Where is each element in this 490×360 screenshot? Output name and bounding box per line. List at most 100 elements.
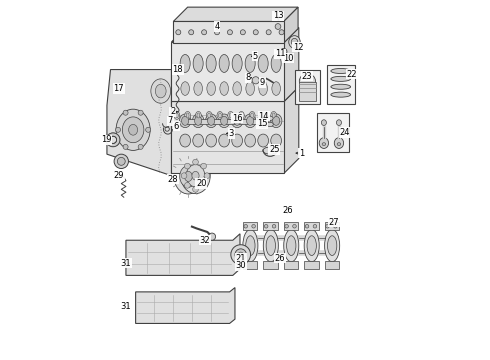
Ellipse shape [232, 134, 243, 147]
Ellipse shape [219, 134, 229, 147]
Text: 27: 27 [329, 218, 339, 227]
Ellipse shape [287, 236, 296, 256]
Ellipse shape [331, 68, 351, 73]
Ellipse shape [280, 48, 287, 55]
Polygon shape [107, 69, 172, 176]
Text: 31: 31 [121, 259, 131, 268]
Text: 29: 29 [114, 171, 124, 180]
Ellipse shape [331, 84, 351, 89]
Text: 1: 1 [299, 149, 304, 158]
Ellipse shape [271, 54, 281, 72]
Circle shape [181, 173, 187, 179]
Ellipse shape [262, 113, 265, 118]
Ellipse shape [205, 114, 217, 128]
Ellipse shape [180, 134, 191, 147]
Text: 30: 30 [235, 261, 246, 270]
Ellipse shape [193, 114, 204, 128]
Bar [263, 261, 278, 269]
Ellipse shape [270, 114, 282, 128]
Polygon shape [173, 22, 284, 43]
Text: 32: 32 [199, 236, 210, 245]
Text: 5: 5 [252, 52, 258, 61]
Text: 18: 18 [172, 65, 183, 74]
Ellipse shape [208, 116, 215, 125]
Bar [284, 261, 298, 269]
Ellipse shape [267, 122, 273, 127]
Ellipse shape [228, 112, 234, 120]
Text: 23: 23 [301, 72, 312, 81]
Bar [187, 119, 259, 125]
Bar [324, 222, 339, 230]
Text: 2: 2 [170, 107, 175, 116]
Ellipse shape [337, 143, 341, 145]
Ellipse shape [195, 116, 202, 125]
Ellipse shape [304, 229, 319, 262]
Ellipse shape [116, 109, 150, 150]
Bar [295, 69, 319, 104]
Ellipse shape [180, 166, 197, 187]
Circle shape [215, 30, 220, 35]
Text: 4: 4 [215, 22, 220, 31]
Ellipse shape [272, 116, 280, 125]
Ellipse shape [267, 116, 273, 121]
Ellipse shape [246, 116, 254, 125]
Bar [243, 261, 257, 269]
Ellipse shape [288, 54, 294, 59]
Ellipse shape [289, 36, 300, 48]
Ellipse shape [263, 147, 277, 154]
Ellipse shape [258, 134, 269, 147]
Polygon shape [172, 28, 299, 42]
Text: 12: 12 [293, 43, 303, 52]
Bar [317, 113, 349, 152]
Ellipse shape [180, 54, 190, 72]
Ellipse shape [245, 54, 255, 72]
Ellipse shape [155, 84, 166, 98]
Circle shape [240, 30, 245, 35]
Text: 24: 24 [340, 128, 350, 137]
Bar [243, 222, 257, 230]
Ellipse shape [322, 143, 326, 145]
Text: 8: 8 [245, 73, 250, 82]
Ellipse shape [258, 54, 268, 72]
Ellipse shape [260, 116, 267, 125]
Ellipse shape [184, 171, 192, 181]
Circle shape [201, 30, 207, 35]
Ellipse shape [181, 158, 210, 194]
Circle shape [313, 225, 317, 228]
Circle shape [279, 30, 284, 35]
Bar [304, 222, 319, 230]
Polygon shape [172, 87, 299, 101]
Ellipse shape [206, 134, 217, 147]
Circle shape [185, 183, 190, 188]
Polygon shape [173, 7, 298, 22]
Text: 14: 14 [258, 112, 269, 121]
Ellipse shape [291, 39, 298, 45]
Ellipse shape [181, 82, 190, 95]
Circle shape [201, 183, 206, 188]
Circle shape [293, 225, 296, 228]
Ellipse shape [263, 229, 278, 262]
Ellipse shape [243, 229, 258, 262]
Ellipse shape [206, 112, 212, 120]
Ellipse shape [319, 138, 329, 148]
Circle shape [253, 30, 258, 35]
Ellipse shape [331, 92, 351, 97]
Ellipse shape [231, 114, 243, 128]
Ellipse shape [245, 236, 255, 256]
Ellipse shape [151, 79, 171, 103]
Ellipse shape [240, 113, 243, 118]
Ellipse shape [117, 157, 125, 165]
Polygon shape [172, 101, 285, 173]
Text: 28: 28 [167, 175, 178, 184]
Ellipse shape [337, 120, 342, 126]
Text: 16: 16 [232, 114, 243, 123]
Circle shape [244, 225, 247, 228]
Ellipse shape [174, 159, 203, 194]
Ellipse shape [284, 229, 299, 262]
Circle shape [116, 127, 121, 132]
Text: 15: 15 [257, 119, 268, 128]
Ellipse shape [114, 154, 128, 168]
Ellipse shape [245, 134, 255, 147]
Text: 25: 25 [269, 145, 280, 154]
Ellipse shape [220, 82, 228, 95]
